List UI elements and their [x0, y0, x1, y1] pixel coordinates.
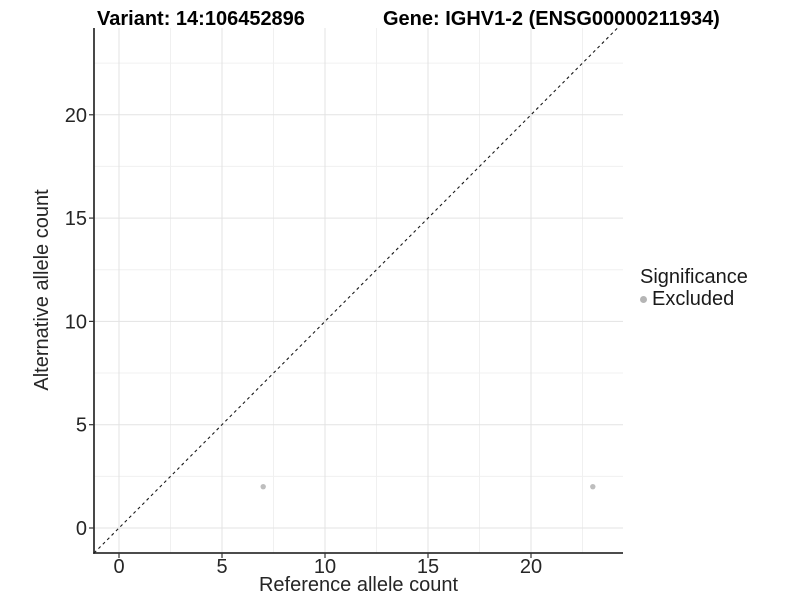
y-tick-label: 5	[76, 415, 87, 437]
legend-item-excluded: Excluded	[640, 288, 748, 310]
legend: Significance Excluded	[640, 266, 748, 310]
excluded-dot-icon	[640, 295, 647, 303]
y-tick-label: 20	[65, 105, 87, 127]
gene-title: Gene: IGHV1-2 (ENSG00000211934)	[383, 8, 720, 30]
legend-item-label: Excluded	[652, 288, 735, 310]
y-tick-label: 10	[65, 311, 87, 333]
data-point	[260, 483, 266, 490]
x-tick-label: 0	[113, 556, 124, 578]
y-axis-title: Alternative allele count	[31, 189, 53, 391]
y-tick-label: 0	[76, 518, 87, 540]
x-tick-label: 5	[216, 556, 227, 578]
y-tick-label: 15	[65, 208, 87, 230]
data-point	[590, 483, 596, 490]
legend-title: Significance	[640, 266, 748, 288]
identity-line	[93, 27, 618, 554]
x-tick-label: 10	[314, 556, 336, 578]
x-tick-label: 20	[520, 556, 542, 578]
x-tick-label: 15	[417, 556, 439, 578]
variant-title: Variant: 14:106452896	[97, 8, 305, 30]
x-axis-title: Reference allele count	[259, 574, 458, 596]
